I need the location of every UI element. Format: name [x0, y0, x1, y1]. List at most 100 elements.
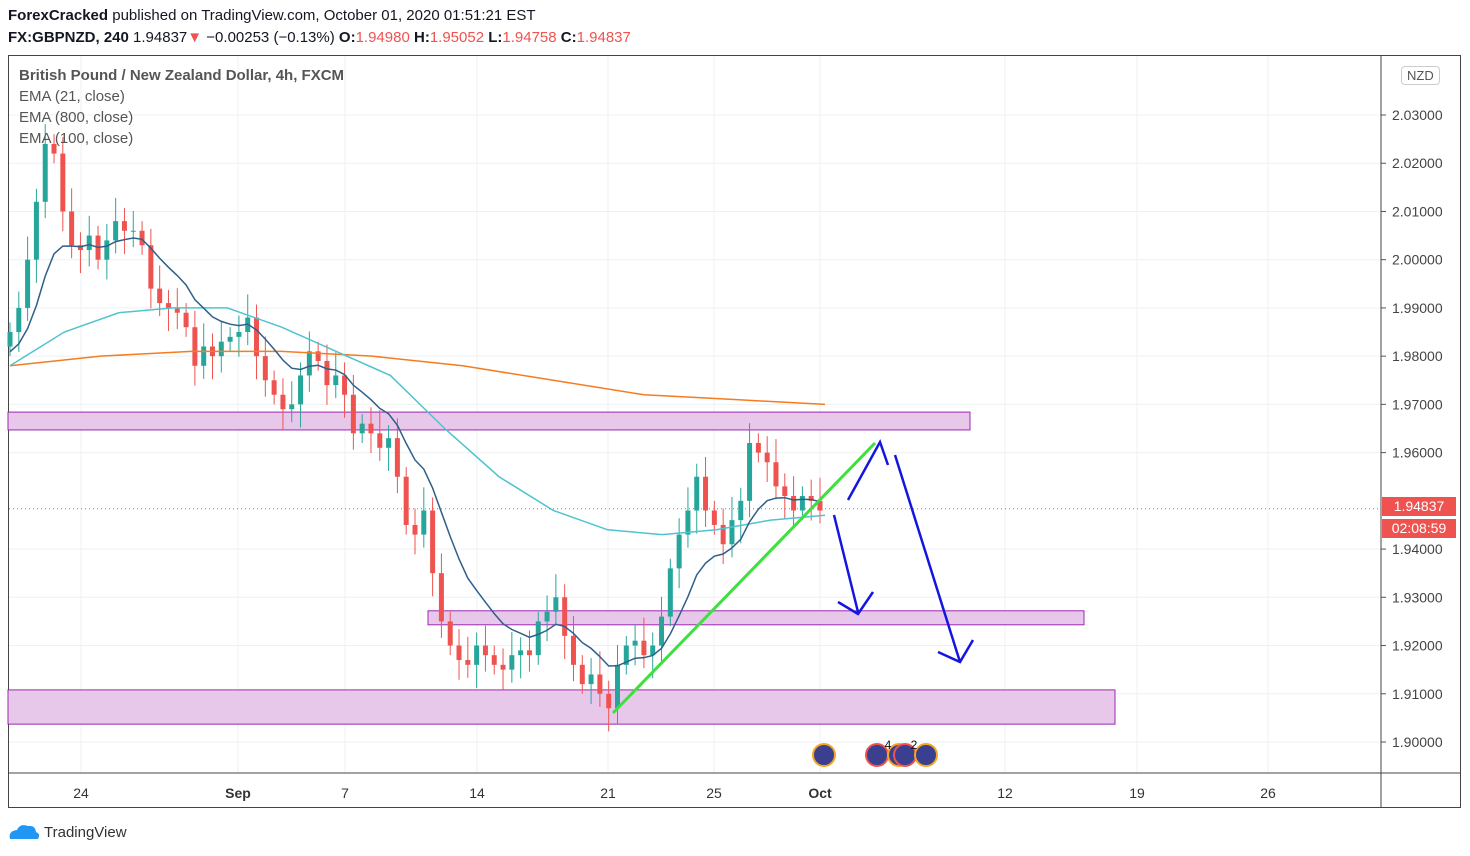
- candle-body: [632, 640, 638, 646]
- candle-body: [60, 153, 66, 212]
- candle-body: [817, 500, 823, 511]
- candle-body: [694, 476, 700, 511]
- countdown-label: 02:08:59: [1382, 519, 1456, 538]
- support-resistance-zone: [7, 689, 1116, 725]
- down-arrow-short: [832, 514, 860, 613]
- close-value: 1.94837: [576, 29, 631, 46]
- currency-badge[interactable]: NZD: [1401, 66, 1440, 85]
- candle-body: [447, 621, 453, 646]
- candle-body: [562, 597, 568, 636]
- candle-body: [165, 303, 171, 308]
- candle-body: [597, 674, 603, 694]
- symbol: FX:GBPNZD, 240: [8, 29, 129, 46]
- candle-body: [764, 452, 770, 463]
- candle-body: [588, 674, 594, 685]
- candle-body: [438, 573, 444, 622]
- ema21-line: [9, 237, 821, 667]
- low-value: 1.94758: [502, 29, 557, 46]
- legend-ema800[interactable]: EMA (800, close): [19, 109, 134, 126]
- candle-body: [403, 476, 409, 525]
- candle-body: [491, 655, 497, 665]
- candle-body: [685, 510, 691, 535]
- candle-body: [509, 655, 515, 670]
- candle-body: [359, 423, 365, 434]
- y-tick-label: 1.93000: [1392, 589, 1443, 605]
- candle-body: [500, 664, 506, 670]
- candle-body: [773, 462, 779, 487]
- candle-body: [42, 143, 48, 202]
- candle-body: [570, 635, 576, 665]
- candle-body: [130, 230, 136, 232]
- legend-ema100[interactable]: EMA (100, close): [19, 130, 134, 147]
- trend-line: [611, 441, 877, 715]
- close-label: C:: [560, 29, 577, 46]
- y-tick-label: 2.02000: [1392, 155, 1443, 171]
- open-label: O:: [338, 29, 356, 46]
- candle-body: [201, 346, 207, 366]
- symbol-info: FX:GBPNZD, 240 1.94837▼ −0.00253 (−0.13%…: [8, 29, 631, 46]
- candle-body: [421, 510, 427, 535]
- high-value: 1.95052: [429, 29, 485, 46]
- candle-body: [738, 500, 744, 521]
- candle-body: [333, 375, 339, 386]
- candle-body: [703, 476, 709, 511]
- candle-body: [139, 230, 145, 246]
- legend-title: British Pound / New Zealand Dollar, 4h, …: [19, 67, 345, 84]
- y-tick-label: 1.94000: [1392, 541, 1443, 557]
- chart-frame: [8, 55, 1461, 808]
- candle-body: [148, 245, 154, 289]
- candle-body: [667, 568, 673, 617]
- support-resistance-zone: [7, 411, 971, 431]
- candle-body: [69, 211, 75, 246]
- candle-body: [7, 332, 13, 347]
- arrow-head: [837, 591, 875, 616]
- candle-body: [526, 650, 532, 656]
- event-count: 4: [885, 738, 892, 752]
- flag-event-icon: [812, 743, 836, 767]
- candle-body: [456, 645, 462, 660]
- y-tick-label: 2.03000: [1392, 107, 1443, 123]
- candle-body: [192, 327, 198, 366]
- candle-body: [174, 307, 180, 313]
- candle-body: [412, 524, 418, 535]
- down-arrow-long: [893, 454, 962, 663]
- y-tick-label: 1.99000: [1392, 300, 1443, 316]
- candle-body: [227, 336, 233, 342]
- author[interactable]: ForexCracked: [8, 7, 109, 24]
- last-price: 1.94837: [133, 29, 188, 46]
- candle-body: [394, 438, 400, 477]
- candle-body: [791, 496, 797, 511]
- candle-body: [465, 659, 471, 665]
- candle-body: [16, 307, 22, 333]
- flag-event-icon: [914, 743, 938, 767]
- legend-ema21[interactable]: EMA (21, close): [19, 88, 125, 105]
- up-arrow: [846, 438, 890, 501]
- candle-body: [236, 332, 242, 337]
- candle-body: [535, 621, 541, 656]
- x-tick-label: 26: [1260, 785, 1276, 801]
- candle-body: [606, 693, 612, 709]
- candle-body: [51, 143, 57, 154]
- candle-body: [342, 375, 348, 395]
- candle-body: [676, 534, 682, 569]
- candle-body: [641, 640, 647, 656]
- y-tick-label: 1.96000: [1392, 445, 1443, 461]
- ema100-line: [9, 307, 826, 536]
- x-tick-label: 25: [706, 785, 722, 801]
- candle-body: [271, 380, 277, 395]
- tradingview-logo[interactable]: TradingView: [8, 823, 127, 841]
- candle-body: [711, 510, 717, 525]
- x-tick-label: 12: [997, 785, 1013, 801]
- x-tick-label: Sep: [225, 785, 251, 801]
- y-tick-label: 1.98000: [1392, 348, 1443, 364]
- cloud-icon: [9, 825, 40, 839]
- y-tick-label: 2.01000: [1392, 203, 1443, 219]
- published-text: published on TradingView.com, October 01…: [112, 7, 536, 24]
- high-label: H:: [413, 29, 430, 46]
- candle-body: [623, 645, 629, 665]
- arrow-head: [937, 639, 975, 664]
- candle-body: [324, 360, 330, 386]
- brand: TradingView: [44, 823, 127, 841]
- current-price-label: 1.94837: [1382, 497, 1456, 516]
